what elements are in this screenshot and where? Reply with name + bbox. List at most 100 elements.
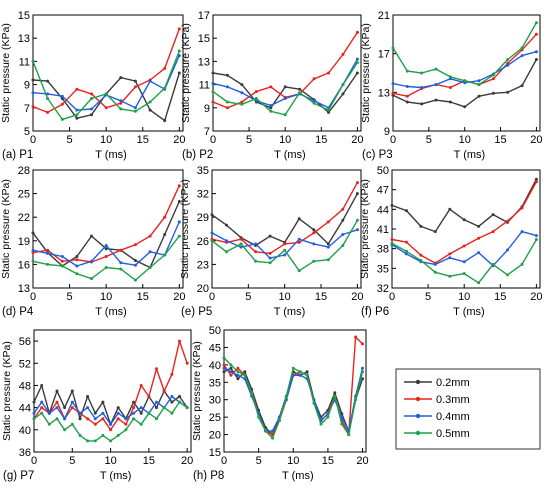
x-tick-label: 15 — [137, 134, 149, 146]
series-point-4 — [163, 253, 167, 257]
series-point-4 — [477, 281, 481, 285]
series-point-3 — [477, 251, 481, 255]
x-tick-label: 15 — [137, 291, 149, 303]
x-tick-label: 0 — [30, 134, 36, 146]
series-point-2 — [462, 244, 466, 248]
x-tick-label: 0 — [209, 291, 215, 303]
series-point-4 — [148, 100, 152, 104]
series-point-4 — [355, 218, 359, 222]
series-point-1 — [341, 218, 345, 222]
series-point-4 — [104, 92, 108, 96]
series-point-1 — [75, 116, 79, 120]
series-point-3 — [283, 97, 287, 100]
chart-panel-8: 0 5 10 15 20 15 20 25 30 35 40 45 50 Static pressure … — [191, 325, 369, 482]
series-point-2 — [70, 406, 74, 410]
y-tick-label: 13 — [18, 283, 30, 295]
series-point-1 — [178, 395, 181, 398]
x-tick-label: 15 — [494, 134, 506, 146]
series-point-3 — [119, 261, 123, 265]
series-point-3 — [225, 239, 228, 243]
x-axis-label: T (ms) — [453, 306, 485, 318]
x-tick-label: 10 — [459, 134, 471, 146]
y-tick-label: 30 — [209, 395, 221, 407]
series-point-1 — [312, 228, 316, 232]
series-line-1 — [211, 193, 359, 247]
series-point-3 — [477, 79, 481, 83]
y-tick-label: 48 — [19, 380, 31, 392]
series-point-2 — [448, 252, 452, 256]
series-point-3 — [119, 99, 123, 103]
legend: 0.2mm 0.3mm 0.4mm 0.5mm — [395, 368, 541, 450]
x-tick-label: 20 — [351, 291, 363, 303]
x-axis-label: T (ms) — [95, 149, 127, 161]
series-point-4 — [90, 277, 93, 281]
series-point-3 — [116, 411, 120, 415]
series-point-3 — [506, 248, 509, 252]
y-tick-label: 16 — [18, 259, 30, 271]
series-point-2 — [283, 242, 287, 246]
y-tick-label: 7 — [204, 126, 210, 138]
series-point-4 — [46, 97, 50, 100]
y-tick-label: 17 — [198, 10, 210, 22]
x-tick-label: 5 — [69, 455, 75, 467]
x-tick-label: 0 — [390, 134, 396, 146]
x-tick-label: 15 — [494, 291, 506, 303]
series-point-4 — [268, 261, 272, 265]
x-tick-label: 5 — [67, 134, 73, 146]
series-point-1 — [163, 233, 167, 236]
series-point-3 — [132, 411, 136, 415]
series-point-4 — [119, 107, 123, 111]
series-point-2 — [534, 180, 538, 184]
series-point-1 — [341, 92, 345, 96]
series-point-1 — [404, 209, 408, 213]
series-point-1 — [132, 400, 136, 404]
series-point-1 — [491, 91, 495, 95]
series-point-3 — [236, 373, 240, 377]
legend-entry-3: 0.4mm — [404, 411, 470, 423]
series-point-4 — [326, 415, 330, 419]
series-point-4 — [119, 267, 123, 271]
series-point-2 — [46, 248, 50, 252]
y-axis-label: Static pressure (KPa) — [179, 179, 191, 279]
series-point-3 — [355, 228, 359, 232]
x-tick-label: 20 — [530, 291, 542, 303]
series-point-1 — [32, 400, 36, 404]
series-point-4 — [177, 49, 181, 53]
series-point-4 — [177, 234, 181, 238]
x-tick-label: 10 — [279, 291, 291, 303]
series-point-3 — [405, 85, 409, 88]
x-tick-label: 20 — [181, 455, 193, 467]
x-tick-label: 15 — [322, 455, 334, 467]
series-point-1 — [326, 242, 330, 246]
series-point-2 — [133, 85, 137, 89]
y-tick-label: 11 — [19, 56, 30, 68]
series-point-2 — [75, 87, 79, 91]
series-point-3 — [534, 50, 538, 54]
series-point-2 — [361, 342, 364, 346]
series-point-3 — [55, 406, 59, 410]
series-point-4 — [327, 108, 330, 112]
series-point-4 — [448, 75, 452, 79]
series-point-4 — [520, 46, 524, 50]
chart-panel-7: 0 5 10 15 20 36 40 44 48 52 56 Static pressure (KPa… — [1, 329, 193, 482]
x-tick-label: 0 — [389, 291, 395, 303]
series-point-3 — [210, 231, 214, 235]
series-point-3 — [93, 417, 97, 421]
series-point-4 — [185, 406, 189, 410]
series-point-3 — [60, 94, 64, 98]
series-point-4 — [47, 422, 51, 426]
y-tick-label: 11 — [199, 80, 210, 92]
series-point-1 — [148, 108, 152, 112]
series-point-1 — [101, 400, 105, 404]
series-point-3 — [291, 373, 295, 377]
series-point-4 — [60, 117, 64, 121]
series-point-1 — [70, 389, 74, 393]
series-point-1 — [283, 85, 287, 89]
series-point-2 — [355, 181, 359, 185]
series-point-4 — [477, 83, 481, 87]
series-point-1 — [297, 217, 301, 221]
series-point-4 — [312, 259, 316, 263]
series-point-2 — [93, 422, 97, 426]
series-point-2 — [133, 243, 137, 247]
